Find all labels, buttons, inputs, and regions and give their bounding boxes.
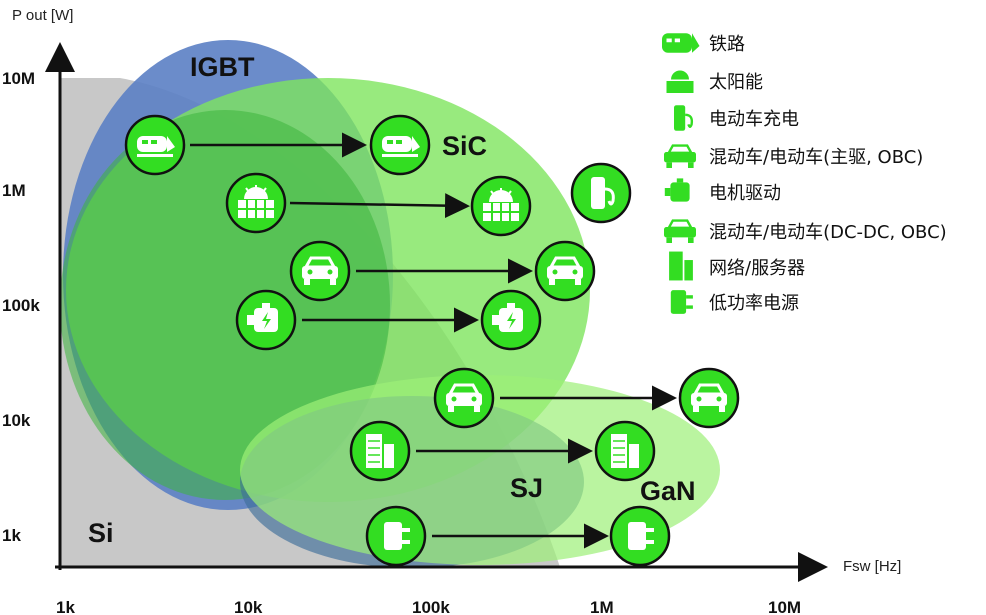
train-icon [369,114,431,176]
sic-label: SiC [442,131,487,161]
legend-label: 电动车充电 [709,109,799,130]
igbt-label: IGBT [190,52,255,82]
legend: 铁路 太阳能 电动车充电 混动车/电动车(主驱, OBC) 电机驱动 混动车/电… [662,33,947,314]
sic-dark-region [60,110,390,500]
y-tick: 10k [2,411,31,430]
car-icon [289,240,351,302]
train-icon [124,114,186,176]
legend-label: 网络/服务器 [709,258,805,279]
car-icon [664,144,696,168]
train-icon [662,33,700,53]
y-tick: 10M [2,69,35,88]
x-tick: 100k [412,598,450,615]
server-icon [594,420,656,482]
server-icon [349,420,411,482]
y-axis-label: P out [W] [12,7,73,24]
ev-charger-icon [570,162,632,224]
solar-icon [470,175,532,237]
gan-label: GaN [640,476,696,506]
ev-charger-icon [674,105,694,131]
si-label: Si [88,518,114,548]
legend-label: 太阳能 [709,72,763,93]
plug-icon [609,505,671,567]
legend-label: 低功率电源 [709,293,799,314]
server-icon [669,251,693,281]
y-tick: 1k [2,526,21,545]
car-icon [433,367,495,429]
x-axis-label: Fsw [Hz] [843,558,901,575]
legend-label: 混动车/电动车(DC-DC, OBC) [709,222,947,243]
motor-icon [235,289,297,351]
sj-label: SJ [510,473,543,503]
x-tick: 10M [768,598,801,615]
plug-icon [365,505,427,567]
x-tick: 1M [590,598,614,615]
x-tick: 10k [234,598,263,615]
motor-icon [480,289,542,351]
motor-icon [664,178,690,202]
plug-icon [670,290,693,314]
solar-icon [666,70,694,93]
car-icon [534,240,596,302]
car-icon [664,219,696,243]
gan-region [240,375,720,565]
y-tick: 100k [2,296,40,315]
legend-label: 混动车/电动车(主驱, OBC) [709,147,923,168]
car-icon [678,367,740,429]
arrow [289,193,470,219]
y-tick: 1M [2,181,26,200]
legend-label: 电机驱动 [709,183,781,204]
solar-icon [225,172,287,234]
legend-label: 铁路 [709,34,745,55]
x-tick: 1k [56,598,75,615]
